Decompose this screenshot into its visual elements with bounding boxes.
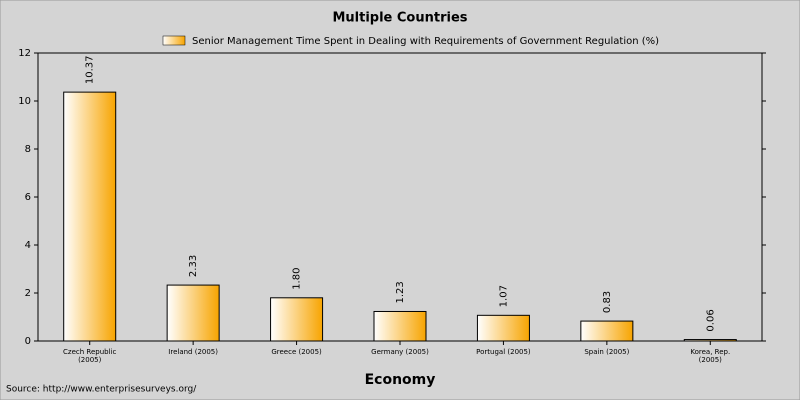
- y-tick-label: 0: [25, 336, 31, 347]
- x-tick-label: Germany (2005): [371, 348, 429, 356]
- bar: [476, 314, 530, 342]
- y-tick-label: 2: [25, 288, 31, 299]
- chart-title: Multiple Countries: [332, 11, 467, 26]
- value-label: 1.07: [498, 285, 509, 307]
- x-tick-label: Korea, Rep. (2005): [690, 348, 731, 364]
- source-note: Source: http://www.enterprisesurveys.org…: [6, 385, 197, 395]
- y-tick-label: 4: [25, 240, 31, 251]
- value-label: 1.23: [395, 281, 406, 303]
- x-tick-label: Czech Republic (2005): [63, 348, 117, 364]
- value-label: 1.80: [292, 268, 303, 290]
- value-label: 0.06: [705, 309, 716, 331]
- value-label: 0.83: [602, 291, 613, 313]
- x-tick-label: Portugal (2005): [476, 348, 531, 356]
- y-tick-label: 12: [18, 48, 31, 59]
- x-tick-label-box: Czech Republic (2005): [63, 348, 117, 364]
- value-label: 10.37: [85, 55, 96, 84]
- bar: [166, 284, 220, 342]
- bar: [683, 339, 737, 342]
- legend-swatch: [162, 35, 186, 46]
- x-tick-label-box: Spain (2005): [584, 348, 630, 356]
- x-tick-label: Spain (2005): [584, 348, 630, 356]
- x-tick-label-box: Ireland (2005): [168, 348, 218, 356]
- legend-label: Senior Management Time Spent in Dealing …: [192, 36, 659, 47]
- bar: [373, 310, 427, 342]
- x-tick-label: Greece (2005): [271, 348, 322, 356]
- x-axis-title: Economy: [365, 372, 436, 388]
- y-tick-label: 10: [18, 96, 31, 107]
- x-tick-label: Ireland (2005): [168, 348, 218, 356]
- bar: [580, 320, 634, 342]
- x-tick-label-box: Korea, Rep. (2005): [690, 348, 731, 364]
- x-tick-label-box: Portugal (2005): [476, 348, 531, 356]
- x-tick-label-box: Germany (2005): [371, 348, 429, 356]
- bar: [270, 297, 324, 342]
- y-tick-label: 6: [25, 192, 31, 203]
- bar: [63, 91, 117, 342]
- x-tick-label-box: Greece (2005): [271, 348, 322, 356]
- value-label: 2.33: [188, 255, 199, 277]
- y-tick-label: 8: [25, 144, 31, 155]
